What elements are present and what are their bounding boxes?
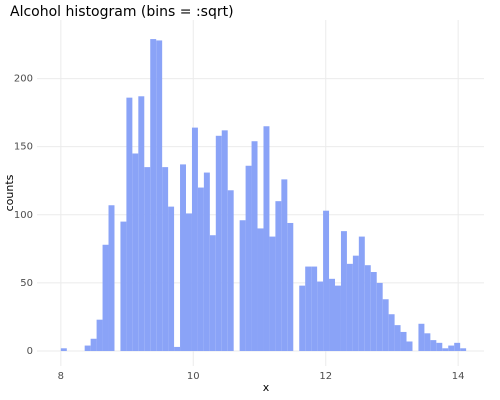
bar — [96, 319, 103, 352]
bar — [186, 213, 192, 352]
y-tick-label: 0 — [27, 346, 33, 357]
bar — [370, 272, 377, 352]
bar — [335, 285, 341, 352]
bar — [239, 220, 246, 352]
bar — [269, 236, 276, 352]
bar — [299, 285, 306, 352]
bar — [263, 126, 270, 352]
bar — [436, 342, 443, 352]
bar — [221, 130, 228, 352]
x-tick-label: 10 — [187, 371, 200, 382]
bar — [394, 325, 401, 352]
bar — [311, 266, 318, 352]
bar — [317, 281, 324, 352]
bar — [287, 222, 294, 352]
bar — [162, 167, 169, 352]
bar — [60, 348, 67, 352]
bar — [180, 164, 186, 352]
bar — [191, 127, 198, 352]
bar — [209, 235, 216, 352]
y-tick-label: 100 — [14, 210, 33, 221]
bar — [376, 282, 383, 352]
bar — [174, 346, 181, 352]
bar — [340, 231, 347, 352]
bar — [454, 342, 461, 352]
bar — [251, 141, 258, 352]
bar — [323, 210, 330, 352]
bar — [352, 255, 359, 352]
bar — [406, 341, 413, 352]
bar — [442, 348, 449, 352]
x-axis-label: x — [263, 381, 270, 394]
bar — [245, 165, 252, 352]
bar — [227, 190, 234, 352]
x-tick-label: 12 — [319, 371, 332, 382]
bar — [329, 278, 335, 352]
bar — [203, 172, 210, 352]
bar — [281, 179, 288, 352]
bar — [144, 167, 151, 352]
y-axis-label: counts — [3, 174, 16, 211]
bar — [448, 345, 455, 352]
bar — [168, 206, 175, 352]
bar — [215, 135, 222, 352]
bar — [305, 266, 312, 352]
bar — [90, 338, 97, 352]
bar — [156, 40, 163, 352]
bar — [197, 187, 204, 352]
y-tick-label: 50 — [20, 278, 33, 289]
bar — [382, 299, 389, 352]
bar — [418, 323, 425, 352]
bar — [424, 333, 431, 352]
bar — [430, 340, 437, 352]
bar — [132, 153, 139, 352]
bar — [102, 244, 109, 352]
bar — [460, 348, 467, 352]
bar — [346, 263, 353, 352]
y-tick-label: 200 — [14, 74, 33, 85]
x-tick-label: 8 — [58, 371, 64, 382]
bar — [108, 205, 115, 352]
bar — [364, 265, 371, 352]
bar — [138, 96, 145, 352]
bar — [388, 314, 395, 352]
y-tick-label: 150 — [14, 142, 33, 153]
bar — [257, 228, 264, 352]
bar — [126, 97, 133, 352]
x-tick-label: 14 — [452, 371, 465, 382]
bar — [84, 345, 91, 352]
bar — [120, 221, 127, 352]
bar — [275, 201, 282, 352]
bar — [400, 331, 407, 352]
bar — [358, 236, 365, 352]
chart-title: Alcohol histogram (bins = :sqrt) — [10, 4, 234, 20]
bar — [150, 39, 157, 352]
